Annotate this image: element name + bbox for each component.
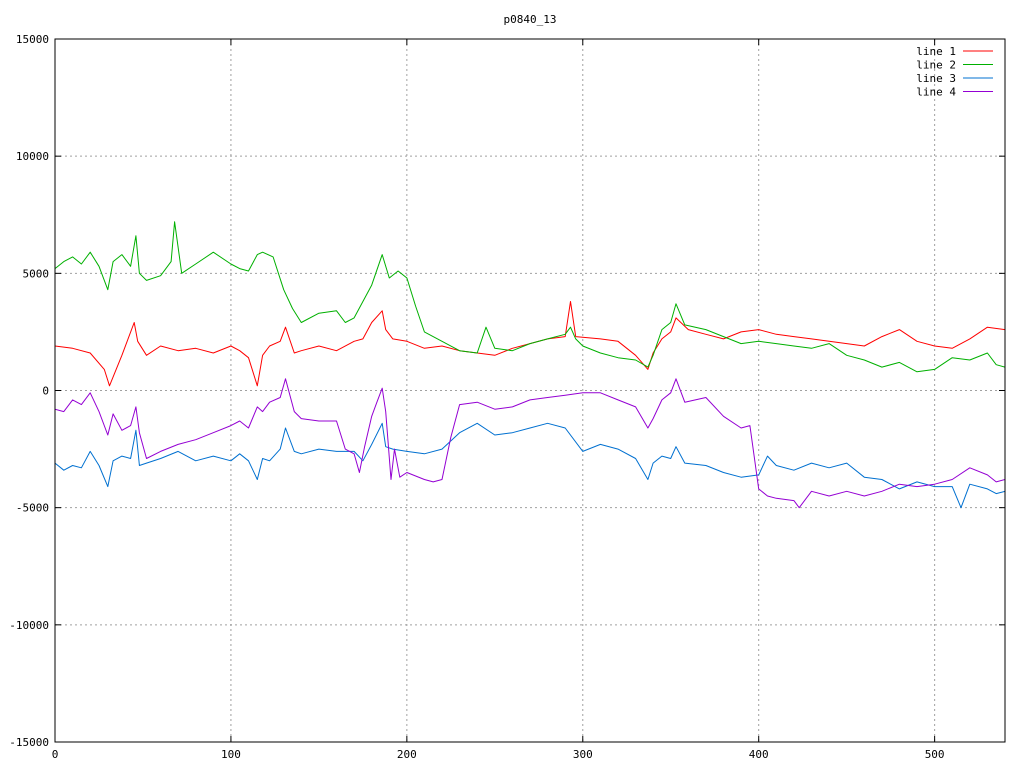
series-lines (55, 221, 1005, 509)
legend-label-4: line 4 (916, 86, 956, 99)
x-tick-label: 200 (397, 748, 417, 761)
y-tick-label: 10000 (16, 150, 49, 163)
chart-title: p0840_13 (504, 13, 557, 26)
x-tick-label: 300 (573, 748, 593, 761)
y-tick-label: -10000 (9, 619, 49, 632)
y-tick-label: 0 (42, 385, 49, 398)
x-tick-label: 400 (749, 748, 769, 761)
plot-frame (54, 38, 1006, 743)
x-tick-label: 0 (52, 748, 59, 761)
series-line-4 (55, 378, 1005, 509)
legend-label-3: line 3 (916, 72, 956, 85)
legend-label-2: line 2 (916, 59, 956, 72)
series-line-2 (55, 221, 1005, 373)
x-tick-label: 500 (925, 748, 945, 761)
axis-ticks: -15000 -10000 -5000 0 5000 10000 15000 0 100 200 3… (9, 33, 1005, 761)
y-tick-label: -5000 (16, 502, 49, 515)
legend-label-1: line 1 (916, 45, 956, 58)
series-line-3 (55, 422, 1005, 509)
y-tick-label: 15000 (16, 33, 49, 46)
x-tick-label: 100 (221, 748, 241, 761)
y-tick-label: 5000 (23, 267, 50, 280)
grid (55, 39, 1005, 742)
y-tick-label: -15000 (9, 736, 49, 749)
